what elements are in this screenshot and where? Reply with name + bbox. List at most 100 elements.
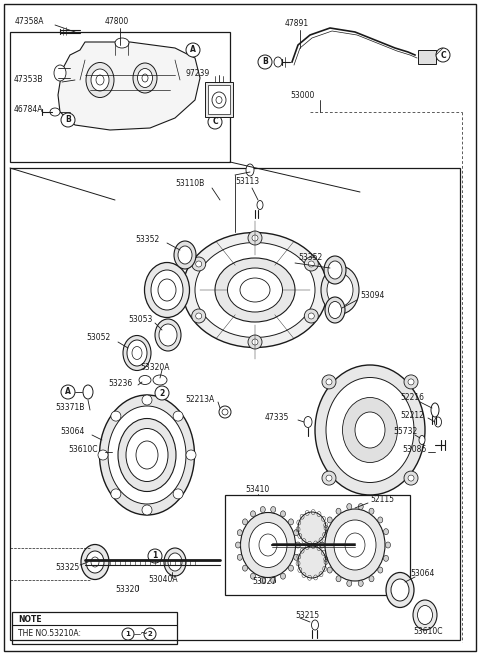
Text: 53086: 53086 — [402, 445, 426, 455]
Text: 53352: 53352 — [298, 253, 322, 263]
Ellipse shape — [260, 578, 265, 584]
Ellipse shape — [320, 542, 324, 548]
Ellipse shape — [132, 346, 142, 360]
Ellipse shape — [257, 200, 263, 210]
Bar — [418, 50, 436, 64]
Circle shape — [61, 113, 75, 127]
Ellipse shape — [327, 567, 332, 573]
Text: B: B — [65, 115, 71, 124]
Ellipse shape — [237, 554, 242, 560]
Ellipse shape — [419, 436, 425, 445]
Text: 53053: 53053 — [128, 316, 152, 324]
Text: 47800: 47800 — [105, 18, 129, 26]
Circle shape — [252, 235, 258, 241]
Ellipse shape — [271, 578, 276, 584]
Text: 53064: 53064 — [60, 428, 84, 436]
Circle shape — [186, 450, 196, 460]
Text: 47891: 47891 — [285, 20, 309, 29]
Ellipse shape — [246, 164, 254, 176]
Ellipse shape — [115, 38, 129, 48]
Circle shape — [308, 261, 314, 267]
Ellipse shape — [294, 554, 299, 560]
Ellipse shape — [86, 62, 114, 98]
Text: 53110B: 53110B — [175, 179, 204, 187]
Text: 52216: 52216 — [400, 394, 424, 403]
Circle shape — [258, 55, 272, 69]
Ellipse shape — [326, 377, 414, 483]
Ellipse shape — [123, 335, 151, 371]
Ellipse shape — [315, 365, 425, 495]
Circle shape — [322, 471, 336, 485]
Ellipse shape — [215, 258, 295, 322]
Circle shape — [173, 411, 183, 421]
Circle shape — [192, 309, 206, 323]
Ellipse shape — [325, 509, 385, 581]
Circle shape — [192, 257, 206, 271]
Circle shape — [186, 43, 200, 57]
Ellipse shape — [384, 555, 388, 561]
Circle shape — [326, 379, 332, 385]
Polygon shape — [58, 42, 200, 130]
Ellipse shape — [81, 544, 109, 580]
Ellipse shape — [118, 419, 176, 491]
Ellipse shape — [328, 301, 341, 318]
Ellipse shape — [155, 319, 181, 351]
Ellipse shape — [384, 529, 388, 534]
Ellipse shape — [259, 534, 277, 556]
Text: 52115: 52115 — [370, 495, 394, 504]
Circle shape — [222, 409, 228, 415]
Ellipse shape — [142, 74, 148, 82]
Ellipse shape — [296, 542, 300, 548]
Ellipse shape — [322, 529, 326, 534]
Ellipse shape — [378, 567, 383, 573]
Ellipse shape — [91, 557, 99, 567]
Circle shape — [408, 379, 414, 385]
Text: THE NO.53210A:: THE NO.53210A: — [18, 629, 81, 639]
Ellipse shape — [242, 519, 248, 525]
Ellipse shape — [144, 263, 190, 318]
Ellipse shape — [108, 406, 186, 504]
Text: NOTE: NOTE — [18, 614, 42, 624]
Ellipse shape — [228, 268, 283, 312]
Ellipse shape — [274, 57, 282, 67]
Text: 53040A: 53040A — [148, 576, 178, 584]
Bar — [10, 32, 230, 162]
Circle shape — [304, 257, 318, 271]
Ellipse shape — [136, 441, 158, 469]
Bar — [205, 82, 233, 117]
Ellipse shape — [431, 403, 439, 417]
Ellipse shape — [328, 261, 342, 279]
Text: 53000: 53000 — [290, 90, 314, 100]
Circle shape — [122, 628, 134, 640]
Ellipse shape — [327, 274, 353, 307]
Ellipse shape — [288, 519, 293, 525]
Ellipse shape — [260, 506, 265, 513]
Circle shape — [208, 115, 222, 129]
Ellipse shape — [240, 512, 296, 578]
Ellipse shape — [312, 620, 319, 630]
Ellipse shape — [434, 417, 442, 427]
Ellipse shape — [336, 576, 341, 582]
Text: A: A — [65, 388, 71, 396]
Ellipse shape — [126, 428, 168, 481]
Text: C: C — [212, 117, 218, 126]
Ellipse shape — [182, 233, 327, 348]
Ellipse shape — [137, 69, 153, 88]
Ellipse shape — [251, 573, 255, 579]
Text: 53236: 53236 — [108, 379, 132, 388]
Ellipse shape — [240, 278, 270, 302]
Text: 1: 1 — [152, 552, 157, 561]
Ellipse shape — [158, 279, 176, 301]
Ellipse shape — [96, 75, 104, 85]
Circle shape — [148, 549, 162, 563]
Ellipse shape — [164, 548, 186, 576]
Text: 52212: 52212 — [400, 411, 424, 419]
Ellipse shape — [216, 96, 222, 103]
Ellipse shape — [324, 256, 346, 284]
Circle shape — [248, 335, 262, 349]
Text: 47358A: 47358A — [15, 18, 45, 26]
Text: C: C — [440, 50, 446, 60]
Ellipse shape — [298, 546, 326, 578]
Ellipse shape — [237, 530, 242, 536]
Circle shape — [248, 231, 262, 245]
